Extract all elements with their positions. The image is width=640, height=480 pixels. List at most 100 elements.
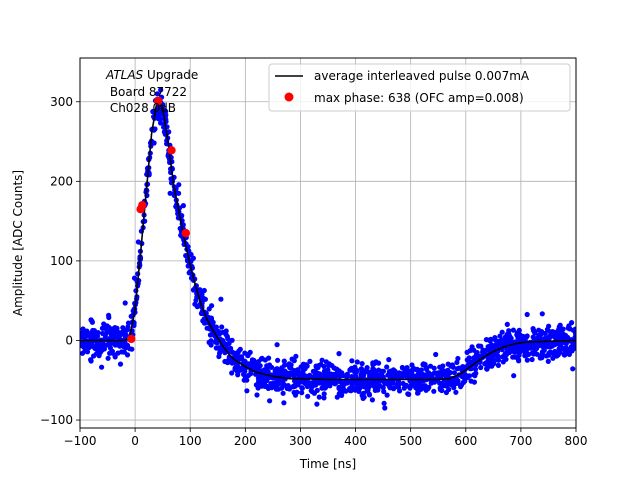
scatter-point	[193, 297, 199, 303]
scatter-point	[506, 347, 512, 353]
scatter-point	[515, 345, 521, 351]
scatter-point	[473, 353, 479, 359]
scatter-point	[545, 358, 551, 364]
scatter-point	[118, 332, 124, 338]
max-phase-point	[138, 201, 147, 210]
scatter-point	[411, 373, 417, 379]
scatter-point	[281, 358, 287, 364]
scatter-point	[278, 367, 284, 373]
scatter-point	[556, 327, 562, 333]
scatter-point	[291, 389, 297, 396]
y-tick-label: 0	[65, 333, 73, 347]
annotation-channel: Ch028 0dB	[106, 101, 176, 115]
scatter-point	[288, 370, 294, 376]
scatter-point	[135, 239, 141, 245]
scatter-point	[266, 355, 272, 361]
scatter-point	[570, 366, 576, 372]
x-axis-label: Time [ns]	[299, 457, 356, 471]
scatter-point	[245, 353, 251, 359]
scatter-point	[308, 388, 314, 394]
scatter-point	[299, 390, 305, 396]
scatter-point	[219, 324, 225, 330]
scatter-point	[217, 348, 223, 354]
atlas-annotation: ATLAS Upgrade Board 87722 Ch028 0dB	[105, 68, 198, 115]
scatter-point	[511, 373, 517, 379]
scatter-point	[150, 109, 156, 115]
scatter-point	[425, 370, 431, 376]
scatter-point	[369, 397, 375, 403]
scatter-point	[524, 357, 530, 363]
scatter-point	[489, 342, 495, 348]
scatter-point	[124, 352, 131, 358]
scatter-point	[510, 354, 516, 360]
scatter-point	[82, 348, 88, 354]
scatter-point	[301, 365, 307, 371]
x-tick-label: 600	[454, 434, 477, 448]
scatter-point	[213, 345, 219, 351]
scatter-point	[213, 324, 219, 330]
scatter-point	[453, 389, 459, 395]
scatter-point	[280, 390, 286, 396]
scatter-point	[545, 335, 551, 341]
scatter-point	[313, 363, 319, 369]
scatter-point	[364, 365, 370, 371]
scatter-point	[394, 382, 400, 388]
scatter-point	[451, 370, 457, 376]
scatter-point	[443, 389, 449, 396]
scatter-point	[400, 365, 406, 371]
scatter-point	[373, 380, 379, 386]
scatter-point	[176, 182, 182, 188]
scatter-point	[361, 372, 367, 378]
x-axis-ticks: −100 0 100 200 300 400 500 600 700 800	[64, 428, 587, 448]
scatter-point	[321, 368, 328, 374]
scatter-point	[382, 380, 388, 386]
scatter-point	[256, 378, 262, 384]
scatter-point	[572, 334, 576, 340]
scatter-point	[467, 348, 473, 354]
scatter-point	[542, 330, 548, 337]
scatter-point	[88, 358, 94, 364]
scatter-point	[258, 368, 264, 374]
scatter-point	[547, 344, 554, 350]
scatter-point	[485, 358, 491, 364]
scatter-point	[158, 120, 164, 126]
scatter-point	[249, 357, 255, 363]
scatter-point	[497, 333, 503, 339]
scatter-point	[422, 361, 428, 368]
y-tick-label: −100	[40, 413, 73, 427]
scatter-point	[528, 345, 534, 351]
scatter-point	[485, 363, 491, 369]
x-tick-label: −100	[64, 434, 97, 448]
scatter-point	[107, 345, 113, 351]
scatter-point	[114, 325, 120, 331]
scatter-point	[227, 348, 233, 354]
scatter-point	[316, 394, 322, 400]
scatter-point	[124, 342, 131, 348]
scatter-point	[271, 383, 277, 389]
scatter-point	[112, 352, 118, 358]
legend-label-average: average interleaved pulse 0.007mA	[314, 69, 530, 83]
scatter-point	[331, 365, 337, 371]
scatter-point	[80, 330, 83, 336]
scatter-point	[288, 365, 294, 371]
scatter-point	[415, 390, 421, 396]
scatter-point	[371, 376, 377, 382]
y-tick-label: 200	[50, 174, 73, 188]
max-phase-points	[127, 96, 190, 344]
scatter-point	[90, 327, 96, 334]
scatter-point	[199, 291, 205, 297]
scatter-point	[295, 378, 301, 384]
legend: average interleaved pulse 0.007mA max ph…	[268, 63, 571, 112]
scatter-point	[306, 380, 312, 386]
scatter-point	[100, 342, 106, 348]
x-tick-label: 700	[509, 434, 532, 448]
max-phase-point	[154, 96, 163, 106]
scatter-point	[384, 364, 390, 370]
scatter-point	[445, 361, 451, 367]
scatter-point	[125, 324, 131, 330]
scatter-point	[201, 287, 207, 294]
scatter-point	[272, 368, 278, 374]
scatter-point	[242, 368, 248, 374]
scatter-point	[299, 385, 305, 391]
